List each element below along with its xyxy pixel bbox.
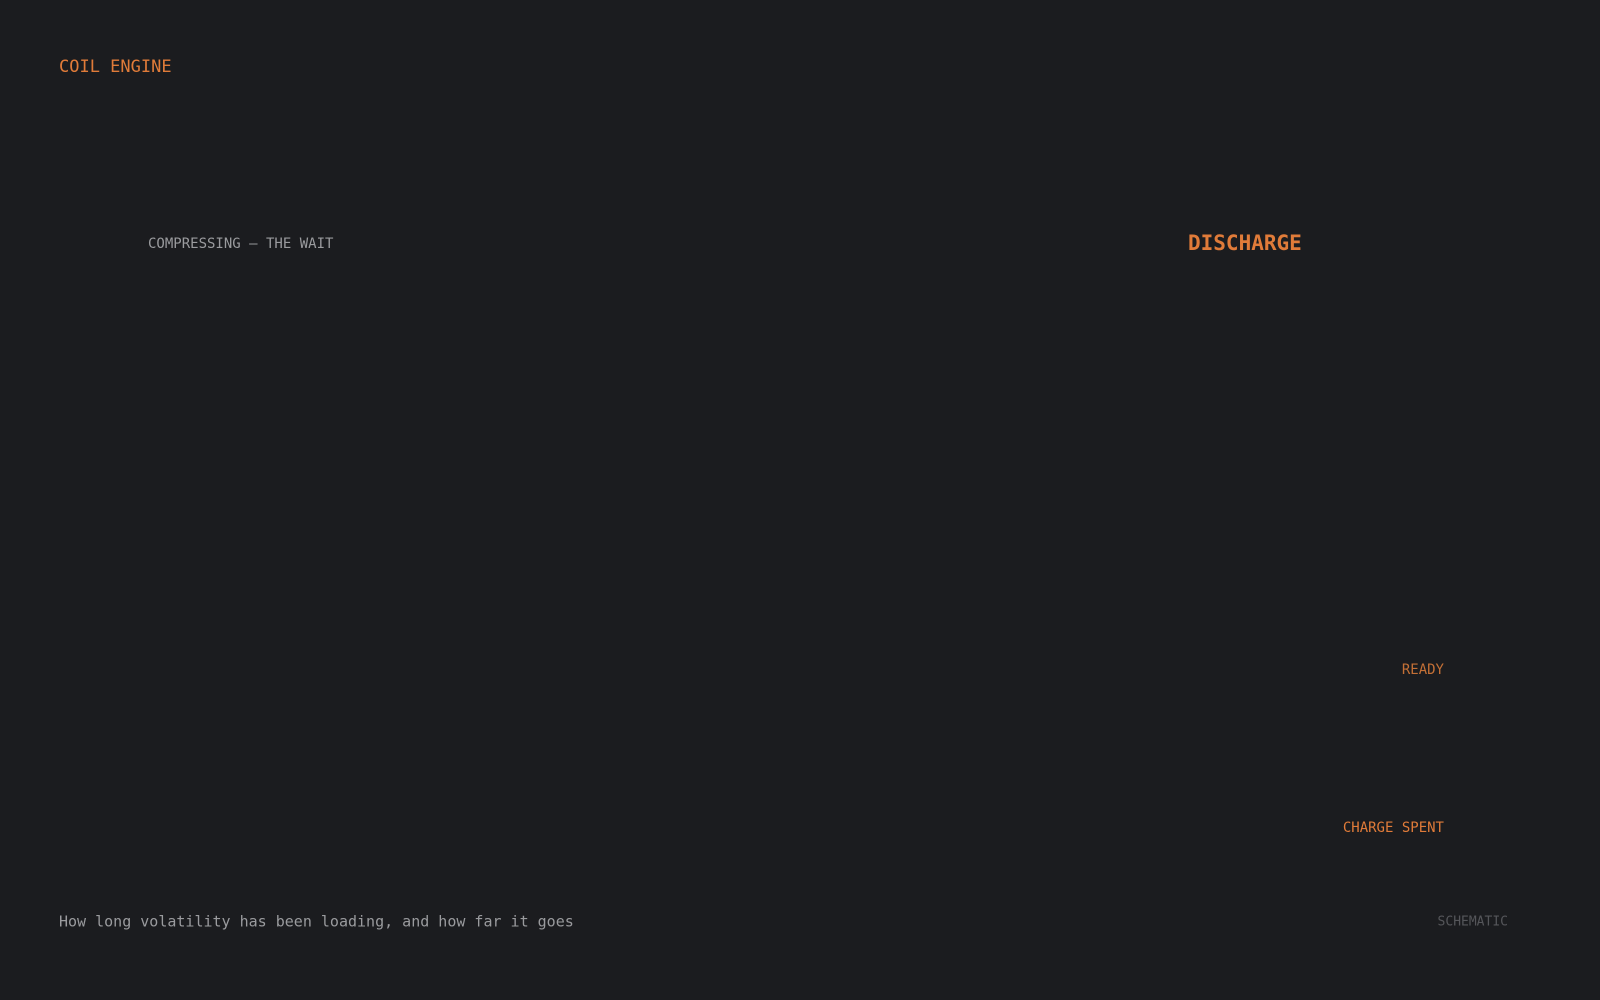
chart-title: COIL ENGINE <box>59 57 172 77</box>
tag: SCHEMATIC <box>1438 915 1508 930</box>
wait-label: COMPRESSING — THE WAIT <box>148 236 334 252</box>
ready-label: READY <box>1402 662 1445 678</box>
discharge-label: DISCHARGE <box>1188 231 1302 255</box>
subtitle: How long volatility has been loading, an… <box>59 913 574 931</box>
labels: COIL ENGINE COMPRESSING — THE WAIT DISCH… <box>59 57 1508 931</box>
spent-label: CHARGE SPENT <box>1343 820 1445 836</box>
